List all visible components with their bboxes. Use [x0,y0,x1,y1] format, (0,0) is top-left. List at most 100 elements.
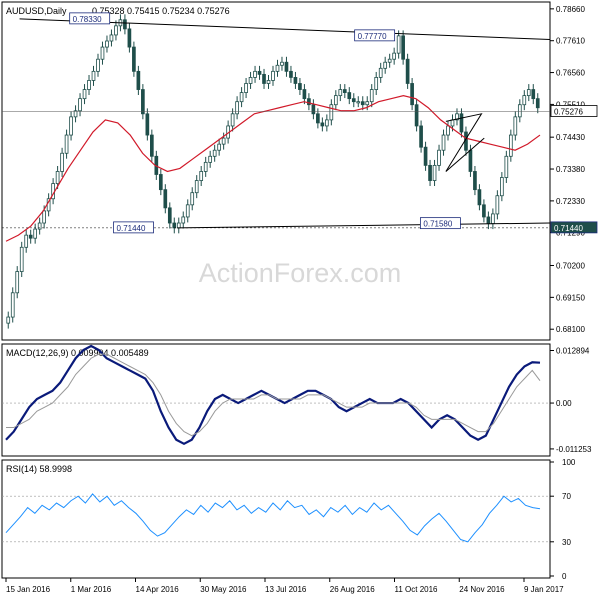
x-axis: 15 Jan 2016 1 Mar 2016 14 Apr 2016 30 May 2… [5,578,564,594]
candle-body [455,113,459,121]
rsi-panel-frame [1,459,551,579]
x-tick-label: 1 Mar 2016 [71,585,112,594]
candle-body [82,89,87,100]
candle-body [33,228,38,239]
candle-body [526,89,531,97]
candle-body [114,25,118,36]
wedge-lower-line [445,137,485,172]
candle-body [419,125,423,148]
candle-body [208,155,213,163]
candle-body [60,152,64,172]
rsi-tick-label: 0 [562,572,567,581]
candle-body [28,234,33,239]
candle-body [257,70,262,75]
candle-body [42,210,46,224]
candle-body [271,70,275,81]
candle-body [531,89,536,100]
x-tick-label: 11 Oct 2016 [395,585,439,594]
candle-body [293,77,298,84]
candle-body [181,216,186,224]
candle-body [428,164,432,181]
candle-body [64,134,69,154]
x-tick-label: 15 Jan 2016 [6,585,51,594]
macd-tick-label: 0.012894 [556,347,590,356]
candle-body [410,83,414,106]
x-tick-label: 14 Apr 2016 [136,585,180,594]
current-price-label: 0.75276 [554,108,583,117]
rsi-title: RSI(14) 58.9998 [6,464,72,474]
candle-body [132,46,136,72]
level-label-box [419,217,461,230]
candle-body [167,207,172,224]
candle-body [105,40,109,48]
candle-body [73,110,78,118]
macd-lines [5,344,541,446]
candle-body [432,164,437,181]
current-price-group: 0.75276 [2,105,598,117]
candles [6,14,540,329]
candle-body [244,83,248,93]
candle-body [136,70,141,90]
price-tick-label: 0.76560 [556,69,585,78]
candle-body [500,177,504,197]
candle-body [302,89,307,100]
price-tick-label: 0.75510 [556,100,585,109]
candle-body [87,80,91,90]
candle-body [316,113,320,124]
macd-title: MACD(12,26,9) 0.009904 0.005489 [6,348,149,358]
level-label-text: 0.71440 [554,224,583,233]
x-tick-label: 13 Jul 2016 [265,585,307,594]
candle-body [15,271,20,294]
candle-body [6,316,11,324]
candle-body [127,28,132,48]
candle-body [468,149,473,172]
rsi-tick-label: 100 [562,458,576,467]
candle-body [96,58,100,72]
candle-body [396,35,401,54]
candle-body [158,174,163,191]
candle-body [69,116,73,136]
candle-body [239,92,244,103]
symbol-label: AUDUSD,Daily [6,6,67,16]
candle-body [459,113,464,133]
price-tick-label: 0.69150 [556,293,585,302]
candle-body [513,116,518,136]
candle-body [221,137,226,145]
candle-body [109,34,114,42]
candle-body [150,134,154,157]
candle-body [517,104,522,118]
candle-body [535,98,540,109]
candle-body [280,61,284,66]
candle-body [212,149,217,157]
candle-body [325,119,329,127]
candle-body [91,70,96,81]
level-labels: 0.78330 0.77770 0.71440 0.71580 0.71440 [69,12,598,234]
candle-body [100,46,105,60]
price-tick-label: 0.78660 [556,5,585,14]
price-tick-label: 0.72330 [556,197,585,206]
macd-axis: 0.012894 0.00 -0.011253 [550,347,592,454]
candle-body [235,101,239,115]
price-tick-label: 0.74430 [556,133,585,142]
macd-signal-line [6,353,541,437]
candle-body [78,98,82,112]
level-label-text: 0.71440 [117,224,146,233]
candle-body [473,171,477,191]
level-label-text: 0.78330 [73,15,102,24]
candle-body [333,95,338,106]
candle-body [374,77,379,90]
candle-body [504,155,509,178]
candle-body [383,61,388,69]
candle-body [230,113,235,127]
candle-body [446,125,450,136]
candle-body [369,89,374,103]
candle-body [163,189,168,209]
rsi-axis: 100 70 30 0 [550,458,576,581]
candle-body [491,213,495,225]
candle-body [365,101,370,106]
x-tick-label: 9 Jan 2017 [524,585,564,594]
candle-body [387,58,392,63]
price-tick-label: 0.77610 [556,37,585,46]
macd-tick-label: -0.011253 [556,445,592,454]
